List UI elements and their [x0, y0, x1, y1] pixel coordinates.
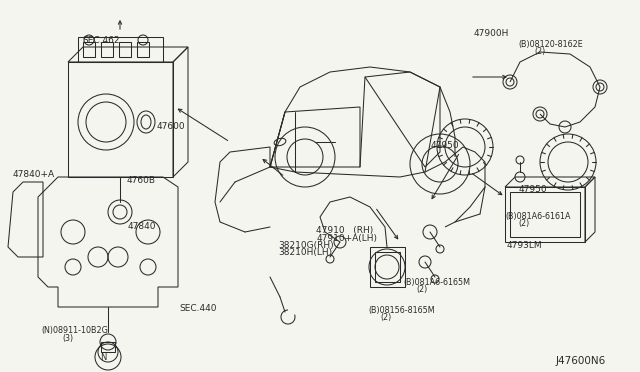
- Bar: [375, 252, 400, 282]
- Text: 47950: 47950: [430, 141, 459, 150]
- Bar: [510, 192, 580, 237]
- Text: (2): (2): [534, 47, 546, 56]
- Text: 47910+A(LH): 47910+A(LH): [316, 234, 377, 243]
- Text: (B)081A6-6161A: (B)081A6-6161A: [506, 212, 571, 221]
- Text: (N)08911-10B2G: (N)08911-10B2G: [42, 326, 108, 335]
- Bar: [101, 42, 113, 57]
- Text: 38210G(RH): 38210G(RH): [278, 241, 334, 250]
- Text: 47840+A: 47840+A: [13, 170, 55, 179]
- Text: (B)08120-8162E: (B)08120-8162E: [518, 40, 583, 49]
- Text: 47600: 47600: [156, 122, 185, 131]
- Text: 47840: 47840: [128, 222, 157, 231]
- Bar: [68, 62, 173, 177]
- Bar: [101, 342, 115, 352]
- Text: (B)081A6-6165M: (B)081A6-6165M: [403, 278, 470, 287]
- Text: SEC.462: SEC.462: [82, 36, 120, 45]
- Text: 4760B: 4760B: [127, 176, 156, 185]
- Text: 47900H: 47900H: [474, 29, 509, 38]
- Text: (3): (3): [63, 334, 74, 343]
- Text: SEC.440: SEC.440: [179, 304, 217, 313]
- Bar: [78, 37, 163, 62]
- Bar: [505, 187, 585, 242]
- Bar: [370, 247, 405, 287]
- Bar: [137, 42, 149, 57]
- Text: 4793LM: 4793LM: [507, 241, 543, 250]
- Text: (2): (2): [416, 285, 428, 294]
- Text: (2): (2): [518, 219, 530, 228]
- Bar: [83, 42, 95, 57]
- Text: N: N: [100, 353, 106, 362]
- Text: (2): (2): [381, 313, 392, 322]
- Text: 47910   (RH): 47910 (RH): [316, 226, 373, 235]
- Bar: [119, 42, 131, 57]
- Text: 38210H(LH): 38210H(LH): [278, 248, 333, 257]
- Text: 47950: 47950: [518, 185, 547, 194]
- Text: J47600N6: J47600N6: [556, 356, 606, 366]
- Text: (B)08156-8165M: (B)08156-8165M: [368, 306, 435, 315]
